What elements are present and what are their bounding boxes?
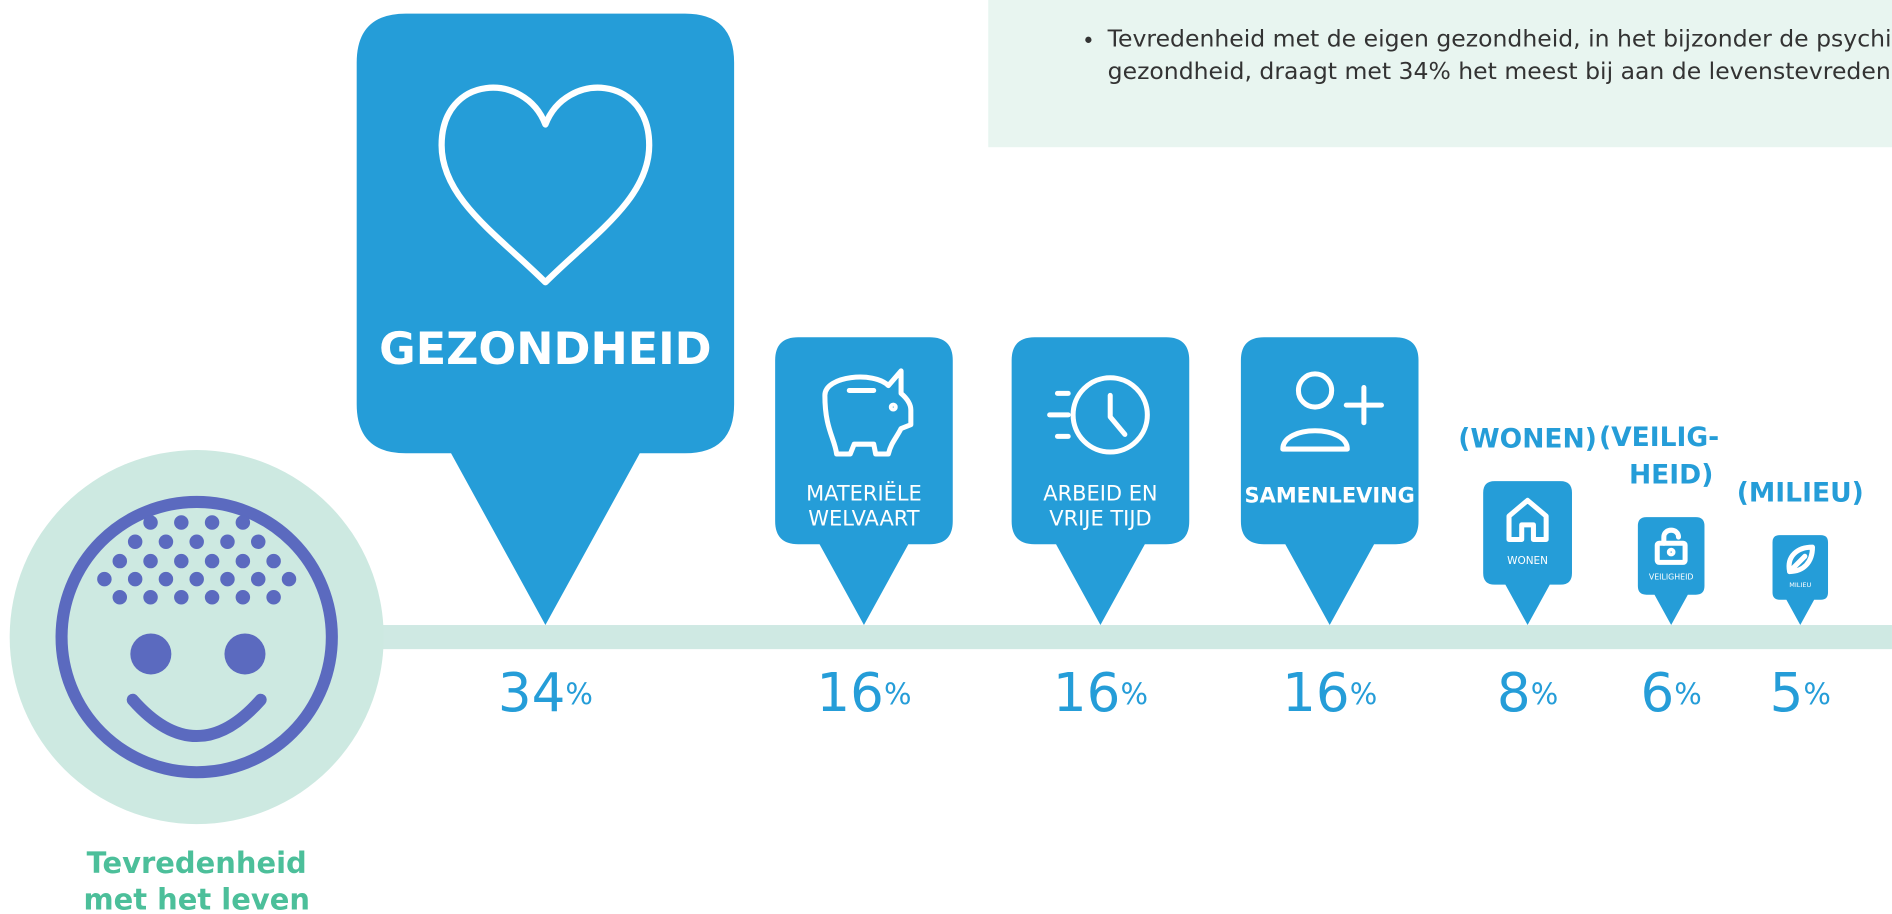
icon-group	[1047, 375, 1150, 455]
hair-dot	[204, 590, 220, 605]
hair-dot	[189, 534, 204, 550]
marker-label: WELVAART	[808, 507, 920, 531]
value-label: 34%	[498, 662, 593, 724]
hair-dot	[266, 553, 281, 569]
icon	[1787, 553, 1808, 575]
hair-dot	[250, 534, 266, 550]
hair-dot	[235, 515, 251, 530]
hair-dot	[112, 553, 128, 569]
icon	[1654, 540, 1688, 565]
icon	[1786, 544, 1815, 575]
note-box	[988, 0, 1892, 148]
icon-group	[1654, 527, 1688, 565]
icon	[1295, 371, 1335, 410]
bullet-dot	[1085, 36, 1092, 43]
value-label: 5%	[1770, 662, 1831, 724]
icon	[1666, 547, 1676, 557]
marker-label: VEILIGHEID	[1649, 572, 1694, 581]
marker-label: WONEN	[1507, 555, 1548, 567]
hair-dot	[174, 590, 189, 605]
hair-dot	[235, 590, 251, 605]
value-label: 16%	[1282, 662, 1377, 724]
hair-dot	[220, 571, 235, 587]
header-label: (WONEN)	[1458, 424, 1597, 455]
value-label: 16%	[816, 662, 911, 724]
marker	[1772, 535, 1829, 626]
hair-dot	[204, 553, 220, 569]
hair-dot	[143, 590, 158, 605]
marker-label: MATERIËLE	[806, 480, 922, 505]
hair-dot	[158, 534, 174, 550]
hair-dot	[97, 571, 112, 587]
eye	[224, 633, 266, 675]
note-text: gezondheid, draagt met 34% het meest bij…	[1108, 57, 1892, 85]
note-text: Tevredenheid met de eigen gezondheid, in…	[1107, 24, 1892, 52]
icon-group	[1506, 497, 1549, 543]
axis-label: Tevredenheid	[87, 846, 307, 880]
header-label: (MILIEU)	[1737, 478, 1864, 509]
icon-group	[822, 368, 914, 457]
hair-dot	[204, 515, 220, 530]
value-label: 8%	[1497, 662, 1558, 724]
marker-label: MILIEU	[1789, 581, 1811, 589]
track	[362, 625, 1892, 650]
icon	[1070, 375, 1150, 455]
hair-dot	[266, 590, 281, 605]
hair-dot	[127, 571, 143, 587]
hair-dot	[174, 515, 189, 530]
icon	[822, 368, 914, 457]
axis-label: met het leven	[83, 882, 309, 914]
hair-dot	[220, 534, 235, 550]
hair-dot	[250, 571, 266, 587]
marker	[1240, 337, 1419, 626]
marker-label: VRIJE TIJD	[1049, 507, 1151, 531]
face	[55, 495, 338, 779]
hair-dot	[127, 534, 143, 550]
icon	[438, 84, 653, 286]
icon	[1506, 497, 1549, 543]
marker	[1483, 481, 1572, 626]
hair-dot	[281, 571, 297, 587]
hair-dot	[143, 515, 158, 530]
marker	[356, 13, 735, 626]
hair-dot	[158, 571, 174, 587]
eye	[130, 633, 172, 675]
face-outline	[55, 495, 338, 779]
hair-dot	[174, 553, 189, 569]
icon	[1661, 527, 1682, 546]
icon	[888, 402, 898, 412]
icon-group	[1786, 544, 1815, 575]
icon-group	[1280, 371, 1384, 452]
header-label: (VEILIG-	[1599, 422, 1719, 453]
icon-group	[438, 84, 653, 286]
marker-label: SAMENLEVING	[1245, 484, 1415, 508]
marker-label: ARBEID EN	[1043, 481, 1157, 505]
value-label: 16%	[1053, 662, 1148, 724]
hair-dot	[143, 553, 158, 569]
marker-label: GEZONDHEID	[379, 323, 711, 375]
hair-dot	[235, 553, 251, 569]
header-label: HEID)	[1629, 460, 1713, 491]
hair-dot	[112, 590, 128, 605]
icon	[1107, 392, 1128, 437]
hair-dots	[97, 515, 297, 605]
marker	[1637, 517, 1705, 626]
hair-dot	[189, 571, 204, 587]
smile	[126, 693, 267, 743]
value-label: 6%	[1641, 662, 1702, 724]
icon	[1280, 428, 1350, 452]
